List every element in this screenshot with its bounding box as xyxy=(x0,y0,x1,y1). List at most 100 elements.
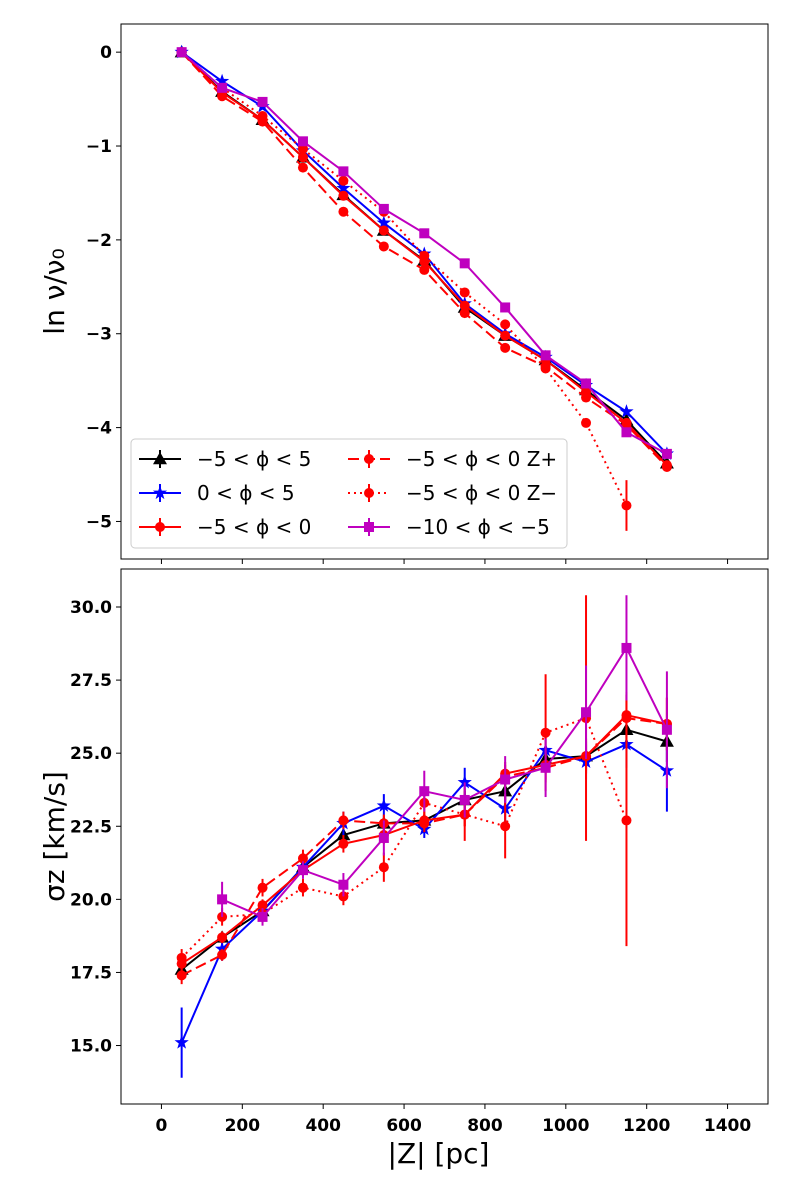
data-point xyxy=(459,258,470,269)
data-point xyxy=(217,932,228,943)
data-point xyxy=(376,215,391,230)
data-point xyxy=(540,762,551,773)
data-point xyxy=(619,404,634,418)
y-tick-label: 22.5 xyxy=(70,817,112,837)
data-point xyxy=(459,287,470,298)
data-point xyxy=(378,203,389,214)
x-axis-label: |Z| [pc] xyxy=(388,1137,490,1170)
data-point xyxy=(297,865,308,876)
y-axis-label: ln ν/ν₀ xyxy=(38,248,71,334)
legend-entry: −5 < ϕ < 5 xyxy=(139,447,311,471)
data-point xyxy=(621,419,632,430)
data-point xyxy=(217,91,228,102)
data-point xyxy=(581,417,592,428)
data-point xyxy=(419,228,430,239)
y-tick-label: 27.5 xyxy=(70,671,112,691)
top-panel: 0−1−2−3−4−5ln ν/ν₀−5 < ϕ < 50 < ϕ < 5−5 … xyxy=(38,23,769,564)
legend-label: 0 < ϕ < 5 xyxy=(197,481,295,505)
y-tick-label: 30.0 xyxy=(70,598,112,618)
data-point xyxy=(500,319,511,330)
y-tick-label: −3 xyxy=(86,325,112,345)
data-point xyxy=(297,143,308,154)
data-point xyxy=(214,941,230,956)
data-point xyxy=(338,175,349,186)
legend-marker xyxy=(364,488,374,498)
legend-marker xyxy=(153,452,167,465)
data-point xyxy=(378,862,389,873)
data-point xyxy=(336,180,351,195)
data-point xyxy=(174,1035,189,1049)
data-point xyxy=(540,350,551,361)
data-point xyxy=(217,894,228,905)
y-tick-label: 17.5 xyxy=(70,963,112,983)
y-tick-label: −2 xyxy=(86,231,112,251)
legend: −5 < ϕ < 5 0 < ϕ < 5 −5 < ϕ < 0 −5 < ϕ < 0 … xyxy=(130,438,568,549)
legend-label: −5 < ϕ < 0 Z− xyxy=(406,481,557,505)
data-point xyxy=(459,308,470,319)
x-tick-label: 1200 xyxy=(623,1116,670,1136)
data-point xyxy=(297,162,308,173)
legend-marker xyxy=(155,522,165,532)
axes-frame xyxy=(120,568,769,1105)
y-tick-label: −1 xyxy=(86,137,112,157)
series-6 xyxy=(176,47,672,459)
legend-marker xyxy=(364,522,374,532)
series-6 xyxy=(217,595,672,926)
data-point xyxy=(214,73,230,88)
data-point xyxy=(217,82,228,93)
y-axis-label: σz [km/s] xyxy=(38,771,71,902)
data-point xyxy=(338,838,349,849)
data-point xyxy=(500,774,511,785)
data-point xyxy=(338,879,349,890)
data-point xyxy=(419,264,430,275)
legend-entry: −10 < ϕ < −5 xyxy=(348,515,550,539)
data-point xyxy=(661,448,672,459)
data-point xyxy=(581,392,592,403)
x-tick-label: 200 xyxy=(225,1116,261,1136)
legend-entry: 0 < ϕ < 5 xyxy=(139,481,295,505)
data-point xyxy=(540,363,551,374)
legend-marker xyxy=(364,454,374,464)
data-point xyxy=(581,707,592,718)
y-tick-label: −4 xyxy=(86,419,112,439)
data-point xyxy=(176,970,187,981)
data-point xyxy=(540,727,551,738)
data-point xyxy=(419,818,430,829)
y-tick-label: −5 xyxy=(86,512,112,532)
x-tick-label: 1400 xyxy=(704,1116,751,1136)
legend-label: −5 < ϕ < 5 xyxy=(197,447,311,471)
data-point xyxy=(459,794,470,805)
data-point xyxy=(621,815,632,826)
data-point xyxy=(257,882,268,893)
data-point xyxy=(621,642,632,653)
data-point xyxy=(176,952,187,963)
x-tick-label: 1000 xyxy=(542,1116,589,1136)
data-point xyxy=(176,47,187,58)
data-point xyxy=(500,821,511,832)
data-point xyxy=(621,500,632,511)
y-tick-label: 15.0 xyxy=(70,1037,112,1057)
data-point xyxy=(419,250,430,261)
x-tick-label: 400 xyxy=(305,1116,341,1136)
data-point xyxy=(459,300,470,311)
data-point xyxy=(500,342,511,353)
data-point xyxy=(338,206,349,217)
data-point xyxy=(457,774,472,789)
axes-frame xyxy=(120,23,769,560)
data-point xyxy=(338,166,349,177)
legend-entry: −5 < ϕ < 0 xyxy=(139,515,311,539)
data-point xyxy=(257,96,268,107)
data-point xyxy=(297,136,308,147)
legend-label: −5 < ϕ < 0 Z+ xyxy=(406,447,557,471)
x-tick-label: 800 xyxy=(467,1116,503,1136)
data-point xyxy=(500,330,511,341)
legend-entry: −5 < ϕ < 0 Z+ xyxy=(348,447,557,471)
y-tick-label: 0 xyxy=(100,43,112,63)
data-point xyxy=(581,378,592,389)
legend-marker xyxy=(152,485,168,500)
legend-label: −10 < ϕ < −5 xyxy=(406,515,550,539)
data-point xyxy=(338,815,349,826)
data-point xyxy=(297,882,308,893)
data-point xyxy=(297,853,308,864)
